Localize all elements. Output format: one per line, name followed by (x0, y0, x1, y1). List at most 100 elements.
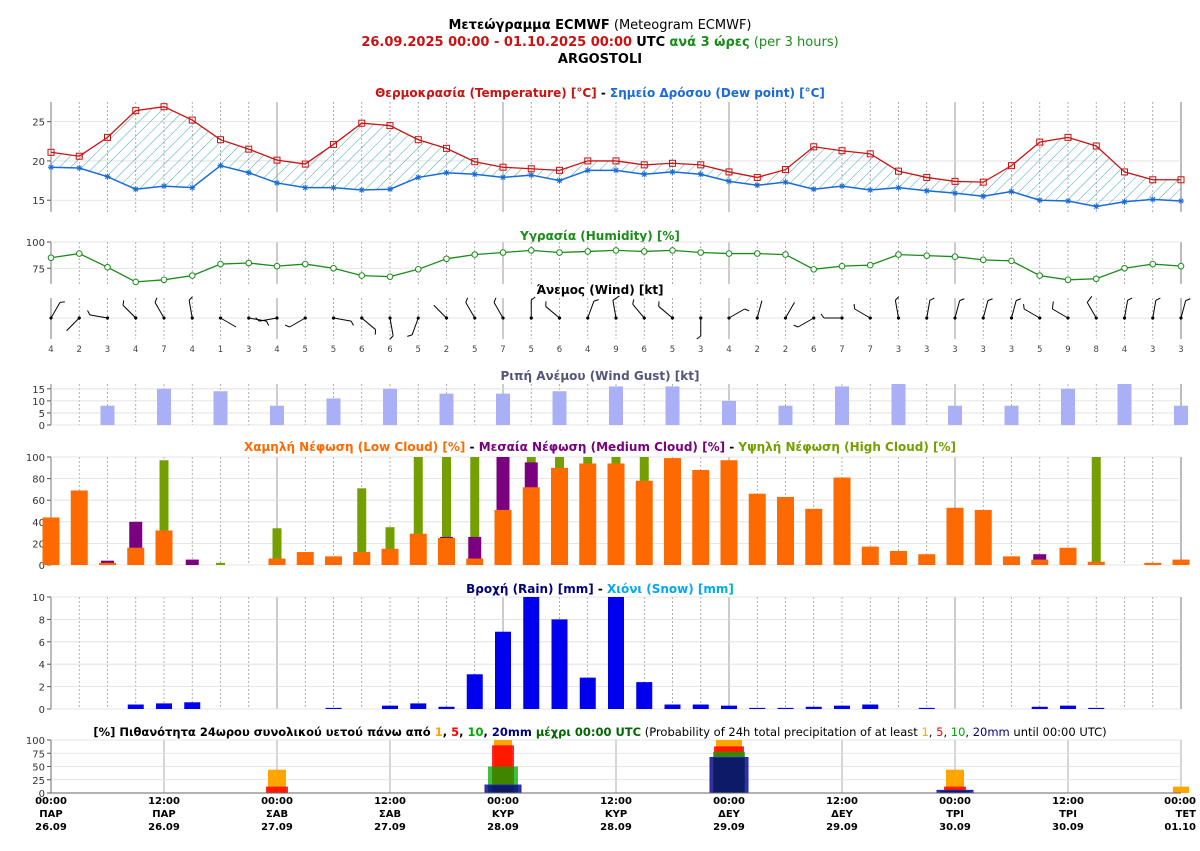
low-cloud-bar (155, 530, 173, 565)
humidity-y-tick-label: 75 (32, 264, 45, 275)
wind-speed-label: 3 (698, 345, 703, 355)
wind-barb (953, 298, 965, 320)
wind-barb-flag (284, 324, 290, 328)
dew-point-point (302, 184, 309, 191)
humidity-point (527, 247, 535, 254)
dew-point-marker (274, 179, 280, 186)
dew-point-marker (613, 167, 619, 174)
dew-point-marker (500, 174, 506, 181)
wind-barb-flag (658, 301, 660, 307)
gust-bar (383, 388, 397, 425)
time-axis-date: 01.10 (1164, 822, 1196, 833)
wind-barb-staff (1180, 300, 1187, 319)
low-cloud-bar (409, 533, 427, 565)
rain-bar (523, 597, 540, 709)
wind-barb (612, 295, 620, 320)
low-cloud-bar (70, 490, 88, 565)
probability-title-part: [%] Πιθανότητα 24ωρου συνολικού υετού πά… (93, 725, 434, 739)
time-axis-time: 00:00 (1164, 796, 1196, 807)
wind-barb-staff (493, 302, 504, 319)
wind-barb-flag (1023, 303, 1025, 310)
wind-barb-staff (66, 317, 80, 332)
wind-speed-label: 5 (472, 345, 477, 355)
dew-point-point (1149, 196, 1156, 203)
probability-title-part: , (443, 725, 451, 739)
gust-y-tick-label: 10 (32, 397, 45, 408)
dew-point-point (443, 169, 450, 176)
wind-barb-flag (1185, 298, 1191, 302)
medium-cloud-bar (101, 560, 114, 565)
probability-y-tick-label: 75 (32, 749, 45, 760)
dew-point-point (584, 167, 591, 174)
gust-bar (213, 391, 228, 425)
low-cloud-bar (833, 477, 851, 565)
wind-panel-title: Άνεμος (Wind) [kt] (536, 283, 663, 297)
wind-barb-staff (1052, 308, 1069, 319)
rain-bar (692, 704, 709, 709)
humidity-point (669, 247, 676, 254)
gust-y-tick-label: 5 (39, 409, 45, 420)
wind-barb-flag (545, 301, 547, 307)
wind-barb-flag (1051, 301, 1054, 310)
time-axis-time: 00:00 (713, 796, 745, 807)
low-cloud-bar (1172, 559, 1190, 565)
low-cloud-bar (1031, 559, 1049, 565)
wind-speed-label: 7 (868, 345, 873, 355)
wind-speed-label: 6 (557, 345, 562, 355)
temperature-point (923, 173, 931, 181)
wind-barb-staff (411, 317, 419, 336)
probability-bar-20mm (484, 784, 522, 794)
dew-point-point (613, 167, 619, 174)
humidity-point (810, 266, 818, 273)
wind-barb (529, 296, 536, 320)
low-cloud-bar (974, 509, 992, 565)
low-cloud-bar (296, 552, 314, 565)
rain-bar (1060, 705, 1076, 709)
low-cloud-bar (551, 467, 568, 565)
high-cloud-bar (413, 457, 423, 565)
dew-point-marker (1065, 198, 1071, 204)
dew-point-point (1121, 198, 1128, 205)
time-axis-date: 27.09 (261, 822, 293, 833)
wind-barb-flag (87, 310, 91, 316)
high-cloud-bar (159, 460, 169, 565)
cloud-panel-title-part: Μεσαία Νέφωση (Medium Cloud) [%] (479, 440, 725, 454)
humidity-point (1121, 264, 1128, 272)
rain-bar (382, 705, 398, 709)
dew-point-point (1065, 198, 1071, 204)
humidity-point (1092, 275, 1100, 283)
cloud-y-tick-label: 0 (39, 561, 45, 572)
wind-barb (820, 313, 844, 320)
date-range: 26.09.2025 00:00 - 01.10.2025 00:00 (361, 35, 633, 50)
wind-barb (66, 316, 81, 332)
wind-barb-staff (1011, 300, 1017, 319)
meteogram-title: Μετεώγραμμα ECMWF (Meteogram ECMWF) (0, 17, 1200, 34)
wind-barb-flag (59, 301, 66, 303)
cloud-panel-title: Χαμηλή Νέφωση (Low Cloud) [%] - Μεσαία Ν… (244, 440, 956, 454)
dew-point-marker (161, 183, 167, 190)
low-cloud-bar (99, 562, 116, 565)
wind-barb-flag (929, 297, 935, 301)
wind-barb-flag (266, 320, 270, 326)
wind-barb (1122, 297, 1133, 320)
humidity-point (330, 264, 337, 272)
temperature-point (1177, 176, 1185, 184)
gust-y-tick-label: 0 (39, 421, 45, 432)
dew-point-point (415, 174, 422, 181)
low-cloud-bar (692, 469, 710, 565)
high-cloud-bar (357, 488, 367, 565)
time-axis-time: 12:00 (374, 796, 406, 807)
wind-barb-staff (797, 317, 814, 328)
dew-point-marker (1008, 188, 1015, 195)
wind-barb (465, 297, 477, 320)
temperature-point (1036, 138, 1044, 146)
rain-bar (777, 707, 794, 709)
wind-barb-staff (122, 304, 137, 319)
probability-y-tick-label: 50 (32, 763, 45, 774)
wind-barb (388, 316, 394, 340)
wind-barb-staff (333, 317, 352, 322)
probability-title-part: , (459, 725, 467, 739)
wind-barb (247, 316, 270, 326)
low-cloud-bar (890, 550, 907, 565)
